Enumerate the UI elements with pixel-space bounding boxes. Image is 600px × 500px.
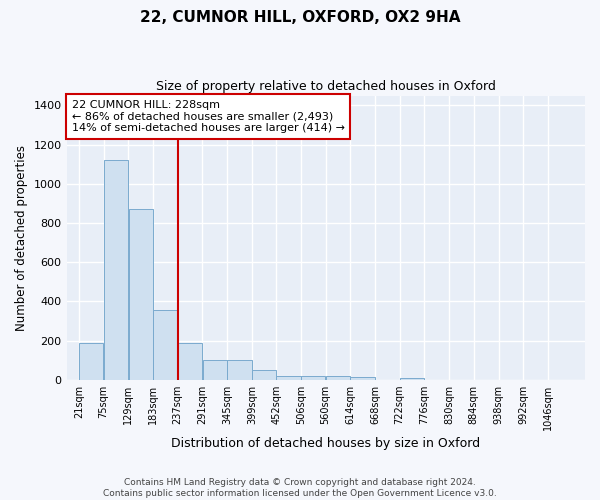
Bar [326,376,350,380]
Bar [153,310,178,380]
X-axis label: Distribution of detached houses by size in Oxford: Distribution of detached houses by size … [171,437,481,450]
Bar [178,342,202,380]
Text: 22 CUMNOR HILL: 228sqm
← 86% of detached houses are smaller (2,493)
14% of semi-: 22 CUMNOR HILL: 228sqm ← 86% of detached… [72,100,345,133]
Bar [227,360,251,380]
Bar [301,376,325,380]
Text: Contains HM Land Registry data © Crown copyright and database right 2024.
Contai: Contains HM Land Registry data © Crown c… [103,478,497,498]
Text: 22, CUMNOR HILL, OXFORD, OX2 9HA: 22, CUMNOR HILL, OXFORD, OX2 9HA [140,10,460,25]
Bar [277,376,301,380]
Bar [203,360,227,380]
Y-axis label: Number of detached properties: Number of detached properties [15,144,28,330]
Bar [400,378,424,380]
Bar [104,160,128,380]
Bar [128,210,153,380]
Title: Size of property relative to detached houses in Oxford: Size of property relative to detached ho… [156,80,496,93]
Bar [79,342,103,380]
Bar [350,377,375,380]
Bar [252,370,276,380]
